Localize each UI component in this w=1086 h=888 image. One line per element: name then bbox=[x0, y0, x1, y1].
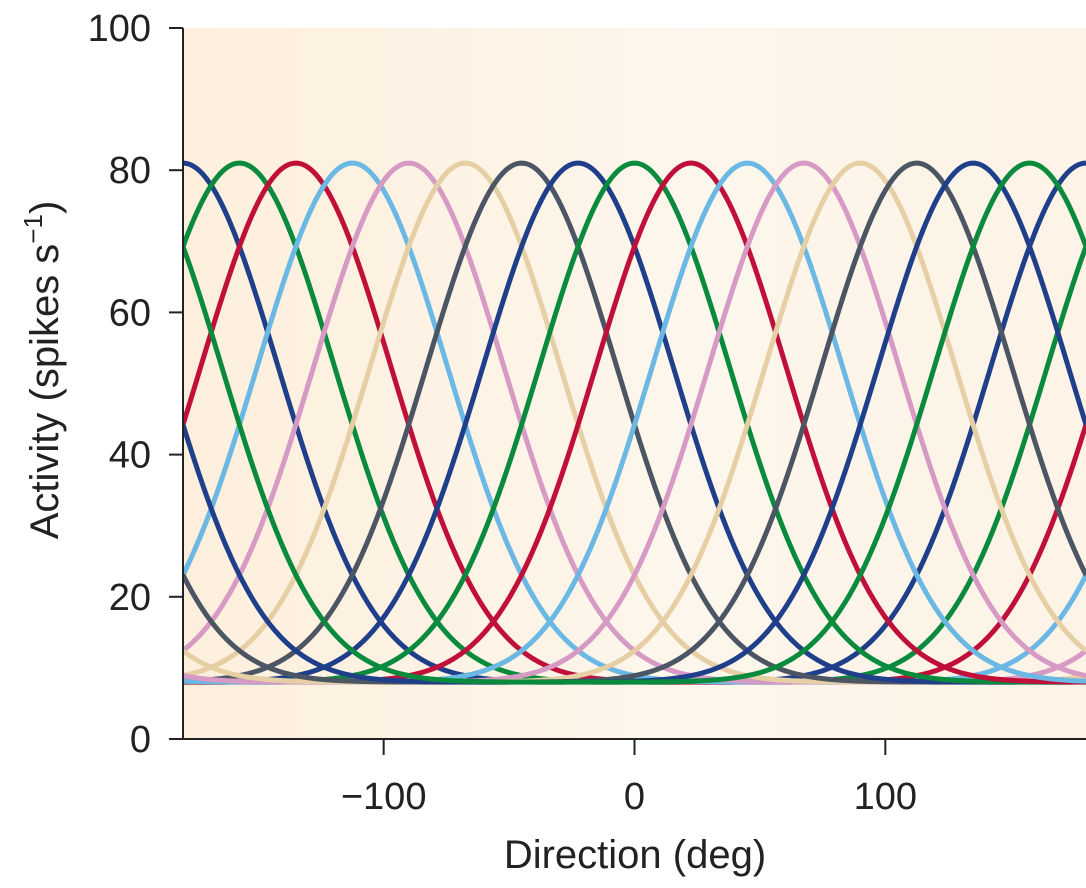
x-axis-ticks: −100 0 100 bbox=[341, 739, 917, 818]
y-tick-label: 100 bbox=[88, 8, 151, 50]
y-tick-label: 80 bbox=[109, 150, 151, 192]
y-tick-label: 20 bbox=[109, 577, 151, 619]
x-tick-label: 0 bbox=[624, 776, 645, 818]
y-axis-ticks: 0 20 40 60 80 100 bbox=[88, 8, 183, 761]
tuning-curve-13 bbox=[183, 160, 1086, 685]
y-axis-title: Activity (spikes s−1) bbox=[18, 201, 67, 540]
y-tick-label: 60 bbox=[109, 292, 151, 334]
x-tick-label: 100 bbox=[854, 776, 917, 818]
plot-background bbox=[183, 28, 1086, 738]
x-axis-title: Direction (deg) bbox=[504, 833, 766, 877]
tuning-curve-15 bbox=[183, 160, 1086, 685]
y-axis-title-superscript: −1 bbox=[18, 214, 48, 244]
y-axis-title-main: Activity (spikes s bbox=[23, 244, 67, 540]
tuning-curves bbox=[183, 160, 1086, 685]
y-axis-title-close: ) bbox=[23, 201, 67, 214]
y-tick-label: 0 bbox=[130, 719, 151, 761]
x-tick-label: −100 bbox=[341, 776, 427, 818]
y-tick-label: 40 bbox=[109, 435, 151, 477]
